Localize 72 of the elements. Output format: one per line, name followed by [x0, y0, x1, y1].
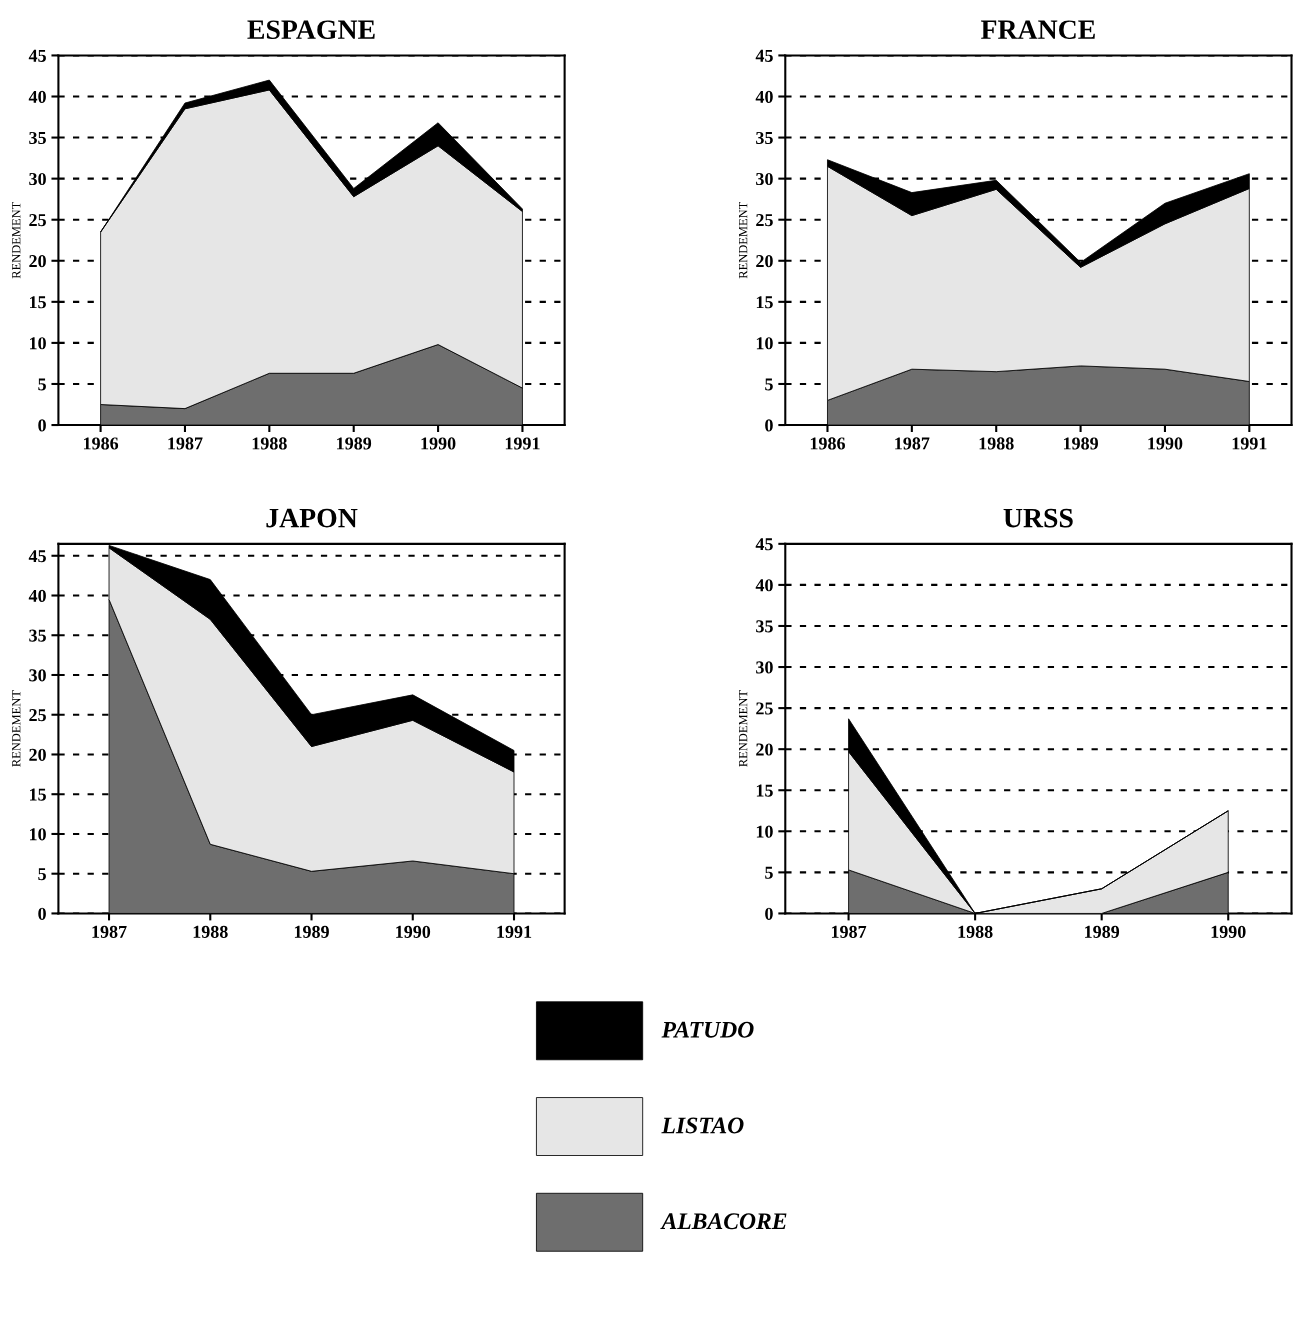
x-tick-label: 1988	[979, 437, 1014, 450]
y-tick-label: 30	[29, 669, 46, 682]
x-tick-label: 1987	[895, 437, 930, 450]
y-tick-label: 25	[756, 214, 773, 227]
y-tick-label: 45	[28, 49, 46, 62]
y-tick-label: 25	[29, 214, 46, 227]
y-axis-title: RENDEMENT	[739, 690, 748, 767]
x-tick-label: 1986	[810, 437, 845, 450]
y-tick-label: 40	[755, 579, 773, 592]
x-tick-label: 1989	[337, 437, 372, 450]
x-tick-label: 1986	[83, 437, 119, 450]
chart-title: ESPAGNE	[247, 20, 375, 40]
chart-title: FRANCE	[981, 20, 1095, 40]
x-tick-label: 1991	[497, 925, 532, 938]
y-tick-label: 10	[756, 825, 773, 838]
y-tick-label: 10	[756, 337, 773, 350]
y-axis-title: RENDEMENT	[739, 201, 748, 279]
y-tick-label: 40	[755, 90, 773, 103]
x-tick-label: 1991	[505, 437, 540, 450]
y-tick-label: 40	[28, 589, 46, 602]
x-tick-label: 1990	[421, 437, 456, 450]
y-tick-label: 0	[38, 907, 46, 920]
y-tick-label: 45	[28, 550, 46, 563]
y-tick-label: 0	[765, 419, 773, 432]
x-tick-label: 1987	[92, 925, 127, 938]
y-tick-label: 15	[756, 784, 773, 797]
y-tick-label: 10	[30, 337, 46, 350]
y-tick-label: 40	[28, 90, 46, 103]
y-tick-label: 5	[765, 866, 773, 879]
y-tick-label: 20	[756, 743, 773, 756]
y-tick-label: 30	[29, 172, 46, 186]
y-tick-label: 15	[30, 296, 46, 309]
y-tick-label: 25	[29, 709, 46, 722]
y-tick-label: 35	[756, 131, 773, 145]
y-tick-label: 30	[756, 172, 773, 186]
y-tick-label: 15	[756, 296, 773, 309]
y-tick-label: 5	[38, 868, 46, 881]
chart-title: URSS	[1003, 508, 1073, 528]
y-axis-title: RENDEMENT	[12, 690, 21, 767]
y-tick-label: 15	[30, 788, 46, 801]
y-tick-label: 20	[756, 255, 773, 268]
text: LISTAO	[661, 1117, 744, 1134]
text: ALBACORE	[660, 1213, 787, 1230]
y-tick-label: 20	[29, 255, 46, 268]
y-tick-label: 10	[30, 828, 46, 841]
y-tick-label: 20	[29, 748, 46, 761]
y-tick-label: 35	[29, 629, 46, 642]
x-tick-label: 1989	[1085, 925, 1120, 938]
y-tick-label: 30	[756, 661, 773, 674]
y-tick-label: 35	[756, 620, 773, 633]
x-tick-label: 1989	[294, 925, 329, 938]
x-tick-label: 1991	[1232, 437, 1267, 450]
x-tick-label: 1987	[831, 925, 867, 938]
y-axis-title: RENDEMENT	[12, 201, 21, 279]
y-tick-label: 0	[38, 419, 46, 432]
x-tick-label: 1990	[1211, 925, 1246, 938]
y-tick-label: 25	[756, 702, 773, 715]
x-tick-label: 1990	[396, 925, 431, 938]
x-tick-label: 1988	[252, 437, 287, 450]
x-tick-label: 1989	[1063, 437, 1098, 450]
y-tick-label: 45	[755, 49, 773, 62]
x-tick-label: 1990	[1148, 437, 1183, 450]
x-tick-label: 1988	[958, 925, 993, 938]
y-tick-label: 45	[755, 538, 773, 551]
y-tick-label: 35	[29, 131, 46, 145]
y-tick-label: 5	[38, 378, 46, 391]
y-tick-label: 5	[765, 378, 773, 391]
chart-title: JAPON	[266, 508, 358, 528]
y-tick-label: 0	[765, 907, 773, 920]
x-tick-label: 1988	[193, 925, 228, 938]
text: PATUDO	[661, 1021, 754, 1038]
x-tick-label: 1987	[168, 437, 203, 450]
